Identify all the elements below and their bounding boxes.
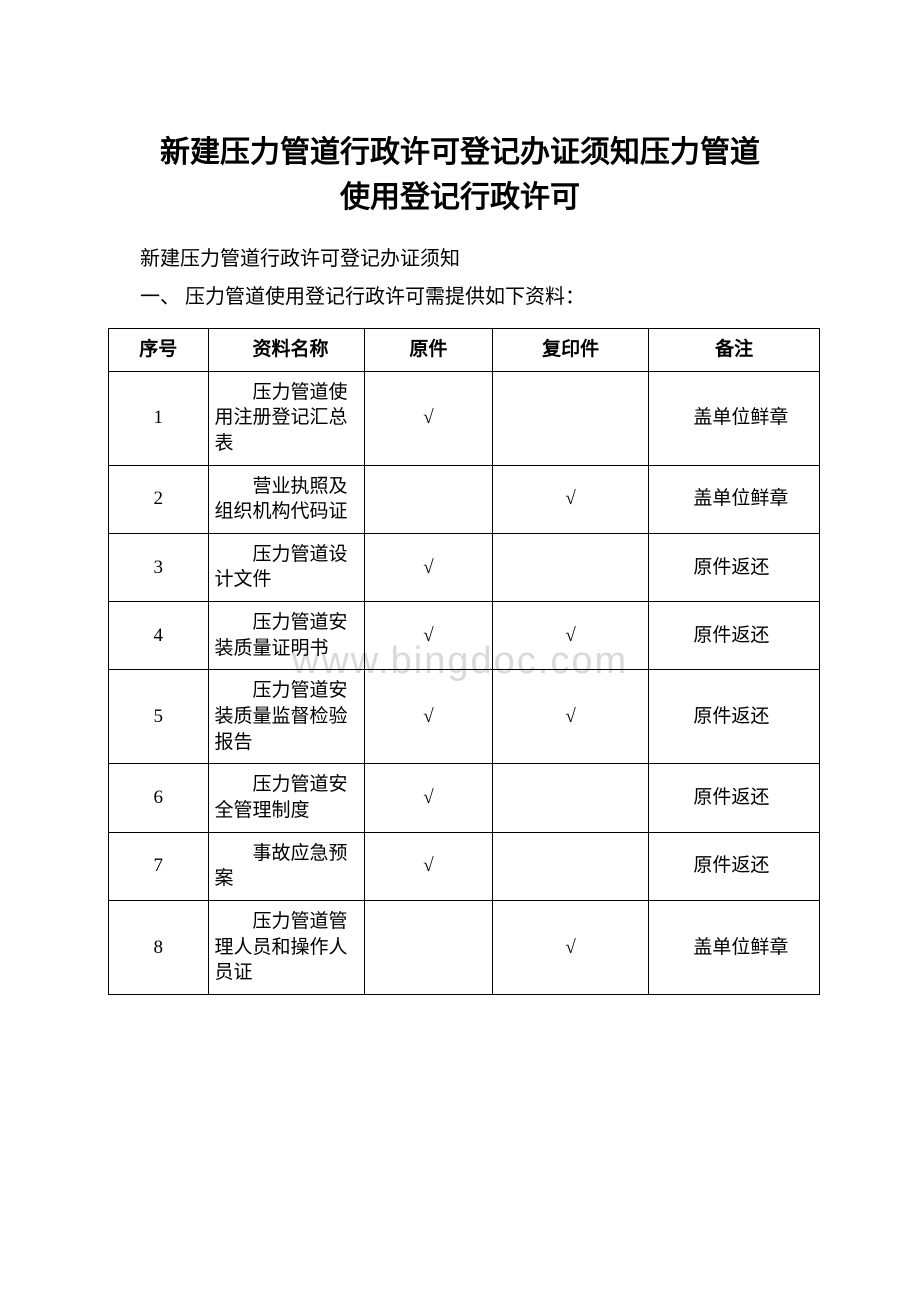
- cell-note: 盖单位鲜章: [649, 465, 820, 533]
- intro-paragraph: 新建压力管道行政许可登记办证须知: [100, 240, 820, 278]
- cell-seq: 3: [109, 533, 209, 601]
- table-row: 8 压力管道管理人员和操作人员证 √ 盖单位鲜章: [109, 900, 820, 994]
- table-row: 3 压力管道设计文件 √ 原件返还: [109, 533, 820, 601]
- title-line-2: 使用登记行政许可: [340, 181, 580, 214]
- cell-copy: √: [492, 670, 648, 764]
- table-row: 6 压力管道安全管理制度 √ 原件返还: [109, 764, 820, 832]
- cell-copy: [492, 533, 648, 601]
- cell-note: 原件返还: [649, 670, 820, 764]
- cell-seq: 4: [109, 602, 209, 670]
- cell-seq: 5: [109, 670, 209, 764]
- table-row: 2 营业执照及组织机构代码证 √ 盖单位鲜章: [109, 465, 820, 533]
- header-orig: 原件: [364, 329, 492, 372]
- table-row: 4 压力管道安装质量证明书 √ √ 原件返还: [109, 602, 820, 670]
- cell-orig: √: [364, 533, 492, 601]
- cell-seq: 1: [109, 371, 209, 465]
- cell-copy: [492, 371, 648, 465]
- cell-orig: [364, 900, 492, 994]
- cell-copy: √: [492, 602, 648, 670]
- table-row: 1 压力管道使用注册登记汇总表 √ 盖单位鲜章: [109, 371, 820, 465]
- cell-orig: [364, 465, 492, 533]
- cell-orig: √: [364, 764, 492, 832]
- section-heading: 一、 压力管道使用登记行政许可需提供如下资料：: [100, 278, 820, 316]
- cell-name: 压力管道安装质量证明书: [208, 602, 364, 670]
- cell-note: 原件返还: [649, 602, 820, 670]
- cell-copy: [492, 832, 648, 900]
- cell-note: 原件返还: [649, 832, 820, 900]
- cell-name: 压力管道使用注册登记汇总表: [208, 371, 364, 465]
- cell-orig: √: [364, 371, 492, 465]
- cell-copy: √: [492, 900, 648, 994]
- cell-seq: 7: [109, 832, 209, 900]
- cell-orig: √: [364, 670, 492, 764]
- cell-seq: 8: [109, 900, 209, 994]
- cell-name: 压力管道管理人员和操作人员证: [208, 900, 364, 994]
- cell-note: 盖单位鲜章: [649, 900, 820, 994]
- cell-name: 压力管道安装质量监督检验报告: [208, 670, 364, 764]
- cell-copy: √: [492, 465, 648, 533]
- cell-note: 原件返还: [649, 533, 820, 601]
- cell-name: 营业执照及组织机构代码证: [208, 465, 364, 533]
- cell-seq: 2: [109, 465, 209, 533]
- cell-name: 压力管道设计文件: [208, 533, 364, 601]
- document-title: 新建压力管道行政许可登记办证须知压力管道 使用登记行政许可: [100, 130, 820, 220]
- title-line-1: 新建压力管道行政许可登记办证须知压力管道: [160, 136, 760, 169]
- materials-table-wrapper: 序号 资料名称 原件 复印件 备注 1 压力管道使用注册登记汇总表 √ 盖单位鲜…: [100, 328, 820, 995]
- cell-name: 压力管道安全管理制度: [208, 764, 364, 832]
- header-note: 备注: [649, 329, 820, 372]
- header-copy: 复印件: [492, 329, 648, 372]
- cell-seq: 6: [109, 764, 209, 832]
- materials-table: 序号 资料名称 原件 复印件 备注 1 压力管道使用注册登记汇总表 √ 盖单位鲜…: [108, 328, 820, 995]
- cell-orig: √: [364, 832, 492, 900]
- header-seq: 序号: [109, 329, 209, 372]
- table-row: 7 事故应急预案 √ 原件返还: [109, 832, 820, 900]
- table-row: 5 压力管道安装质量监督检验报告 √ √ 原件返还: [109, 670, 820, 764]
- cell-copy: [492, 764, 648, 832]
- cell-note: 原件返还: [649, 764, 820, 832]
- header-name: 资料名称: [208, 329, 364, 372]
- cell-note: 盖单位鲜章: [649, 371, 820, 465]
- cell-orig: √: [364, 602, 492, 670]
- table-header-row: 序号 资料名称 原件 复印件 备注: [109, 329, 820, 372]
- cell-name: 事故应急预案: [208, 832, 364, 900]
- document-content: 新建压力管道行政许可登记办证须知压力管道 使用登记行政许可 新建压力管道行政许可…: [100, 130, 820, 995]
